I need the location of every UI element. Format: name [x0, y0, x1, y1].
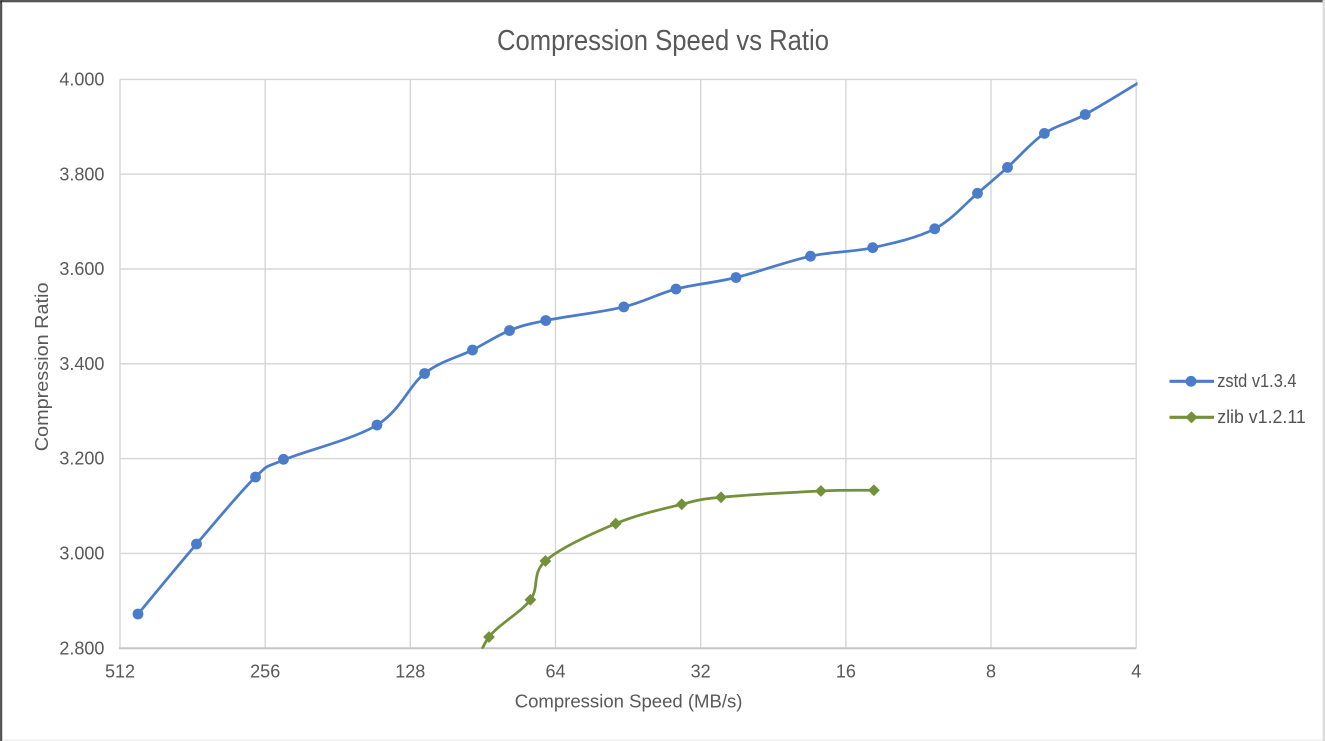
svg-text:128: 128: [395, 662, 425, 682]
svg-text:8: 8: [986, 662, 996, 682]
svg-text:zstd v1.3.4: zstd v1.3.4: [1217, 371, 1296, 391]
svg-text:Compression Speed vs Ratio: Compression Speed vs Ratio: [497, 25, 829, 57]
svg-text:4: 4: [1131, 662, 1141, 682]
svg-text:3.200: 3.200: [59, 449, 104, 469]
svg-text:256: 256: [250, 662, 280, 682]
svg-text:16: 16: [836, 662, 856, 682]
svg-text:Compression Speed (MB/s): Compression Speed (MB/s): [515, 691, 743, 712]
svg-text:3.000: 3.000: [59, 544, 104, 564]
svg-text:4.000: 4.000: [59, 70, 104, 90]
svg-text:3.800: 3.800: [59, 164, 104, 184]
svg-text:Compression Ratio: Compression Ratio: [31, 283, 52, 452]
svg-text:3.600: 3.600: [59, 259, 104, 279]
svg-text:512: 512: [105, 662, 135, 682]
svg-text:32: 32: [691, 662, 711, 682]
svg-text:64: 64: [545, 662, 565, 682]
svg-text:3.400: 3.400: [59, 354, 104, 374]
svg-text:zlib v1.2.11: zlib v1.2.11: [1217, 407, 1306, 427]
svg-text:2.800: 2.800: [59, 638, 104, 658]
